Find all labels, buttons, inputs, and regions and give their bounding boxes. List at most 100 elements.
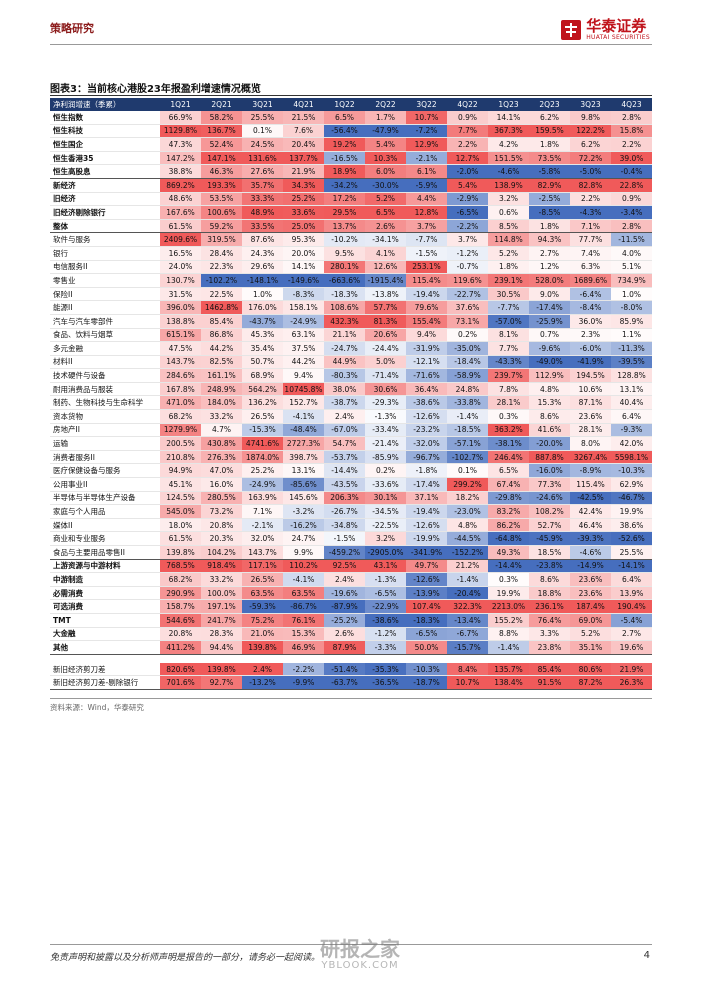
- table-cell: 25.2%: [242, 463, 283, 479]
- table-row: 半导体与半导体生产设备 124.5% 280.5% 163.9% 145.6% 206.3…: [50, 491, 652, 506]
- table-cell: -71.6%: [406, 368, 447, 383]
- table-cell: 4741.6%: [242, 436, 283, 451]
- table-cell: 26.5%: [242, 572, 283, 587]
- table-cell: -96.7%: [406, 450, 447, 465]
- table-cell: 23.6%: [570, 409, 611, 424]
- table-cell: 20.3%: [201, 531, 242, 546]
- table-cell: -3.3%: [365, 640, 406, 655]
- table-cell: -13.4%: [447, 613, 488, 628]
- row-label: 半导体与半导体生产设备: [50, 491, 160, 506]
- table-cell: -6.7%: [447, 627, 488, 642]
- table-cell: -64.8%: [488, 531, 529, 546]
- table-cell: 147.1%: [201, 151, 242, 166]
- table-row: 运输 200.5% 430.8% 4741.6% 2727.3% 54.7% -21.4% -…: [50, 436, 652, 451]
- table-cell: -20.0%: [529, 436, 570, 451]
- table-row: 媒体II 18.0% 20.8% -2.1% -16.2% -34.8% -22.5% -12…: [50, 518, 652, 533]
- column-header: 4Q21: [283, 98, 324, 111]
- table-row: 电信服务II 24.0% 22.3% 29.6% 14.1% 280.1% 12.6% 253…: [50, 260, 652, 275]
- table-cell: 68.9%: [242, 368, 283, 383]
- table-cell: 46.3%: [201, 164, 242, 179]
- table-cell: 32.0%: [242, 531, 283, 546]
- table-cell: 190.4%: [611, 599, 652, 614]
- table-cell: 36.4%: [406, 382, 447, 397]
- table-cell: 4.8%: [447, 518, 488, 533]
- table-cell: 2.3%: [570, 328, 611, 343]
- table-cell: -52.6%: [611, 531, 652, 546]
- table-cell: -34.5%: [365, 504, 406, 519]
- table-cell: 81.3%: [365, 314, 406, 329]
- table-cell: -4.6%: [570, 545, 611, 560]
- table-cell: 193.3%: [201, 178, 242, 193]
- table-cell: 82.5%: [201, 355, 242, 370]
- logo: 华泰证券 HUATAI SECURITIES: [561, 18, 650, 41]
- table-cell: -71.4%: [365, 368, 406, 383]
- table-cell: -53.7%: [324, 450, 365, 465]
- table-cell: 528.0%: [529, 273, 570, 288]
- table-cell: 100.6%: [201, 205, 242, 220]
- table-cell: 210.8%: [160, 450, 201, 465]
- table-cell: 10745.8%: [283, 382, 324, 397]
- table-cell: 200.5%: [160, 436, 201, 451]
- table-cell: 2727.3%: [283, 436, 324, 451]
- table-cell: -17.4%: [406, 477, 447, 492]
- table-cell: -1.3%: [365, 572, 406, 587]
- table-cell: -26.7%: [324, 504, 365, 519]
- table-cell: 3.7%: [406, 219, 447, 234]
- row-label: 必需消费: [50, 586, 160, 601]
- table-cell: -6.5%: [447, 205, 488, 220]
- table-cell: -25.2%: [324, 613, 365, 628]
- gap-row: [50, 654, 652, 663]
- table-cell: 100.0%: [201, 586, 242, 601]
- table-cell: -2.5%: [529, 192, 570, 207]
- table-cell: -9.9%: [283, 675, 324, 690]
- table-cell: -2.2%: [447, 219, 488, 234]
- table-cell: 79.6%: [406, 300, 447, 315]
- table-cell: 545.0%: [160, 504, 201, 519]
- table-cell: 18.8%: [529, 586, 570, 601]
- table-cell: 1129.8%: [160, 124, 201, 139]
- row-label: 汽车与汽车零部件: [50, 314, 160, 329]
- table-cell: 33.2%: [201, 572, 242, 587]
- table-cell: 18.0%: [160, 518, 201, 533]
- table-cell: 7.1%: [242, 504, 283, 519]
- table-cell: 38.8%: [160, 164, 201, 179]
- table-cell: 47.3%: [160, 137, 201, 152]
- table-cell: 290.9%: [160, 586, 201, 601]
- table-cell: 86.8%: [201, 328, 242, 343]
- table-row: 商业和专业服务 61.5% 20.3% 32.0% 24.7% -1.5% 3.2% -19.…: [50, 531, 652, 546]
- table-cell: 136.7%: [201, 124, 242, 139]
- table-cell: 6.5%: [324, 111, 365, 125]
- table-cell: -1915.4%: [365, 273, 406, 288]
- table-cell: 239.7%: [488, 368, 529, 383]
- table-cell: -152.2%: [447, 545, 488, 560]
- table-cell: 246.4%: [488, 450, 529, 465]
- table-cell: 115.4%: [570, 477, 611, 492]
- table-row: 制药、生物科技与生命科学 471.0% 184.0% 136.2% 152.7% -38.…: [50, 395, 652, 411]
- table-cell: -2.2%: [283, 662, 324, 677]
- table-cell: -85.9%: [365, 450, 406, 465]
- table-cell: -1.5%: [324, 531, 365, 546]
- table-cell: -87.9%: [324, 599, 365, 614]
- table-cell: -58.9%: [447, 368, 488, 383]
- table-cell: 1.7%: [365, 111, 406, 125]
- table-cell: 19.9%: [488, 586, 529, 601]
- logo-cn: 华泰证券: [586, 17, 647, 35]
- table-cell: 16.5%: [160, 246, 201, 261]
- table-cell: 52.7%: [529, 518, 570, 533]
- table-row: 恒生香港35 147.2% 147.1% 131.6% 137.7% -16.5% 10.3…: [50, 151, 652, 166]
- table-cell: 0.1%: [242, 124, 283, 139]
- table-cell: 63.1%: [283, 328, 324, 343]
- table-cell: 137.7%: [283, 151, 324, 166]
- table-cell: 253.1%: [406, 260, 447, 275]
- table-cell: 48.9%: [242, 205, 283, 220]
- table-cell: 15.3%: [529, 395, 570, 411]
- table-cell: -30.0%: [365, 178, 406, 193]
- table-cell: 734.9%: [611, 273, 652, 288]
- table-cell: 21.1%: [324, 328, 365, 343]
- source: 资料来源：Wind，华泰研究: [50, 703, 144, 712]
- table-row: 可选消费 158.7% 197.1% -59.3% -86.7% -87.9% -22.9%…: [50, 599, 652, 614]
- table-cell: 158.1%: [283, 300, 324, 315]
- table-cell: 13.1%: [611, 382, 652, 397]
- table-cell: 6.0%: [365, 164, 406, 179]
- table-cell: 2.2%: [570, 192, 611, 207]
